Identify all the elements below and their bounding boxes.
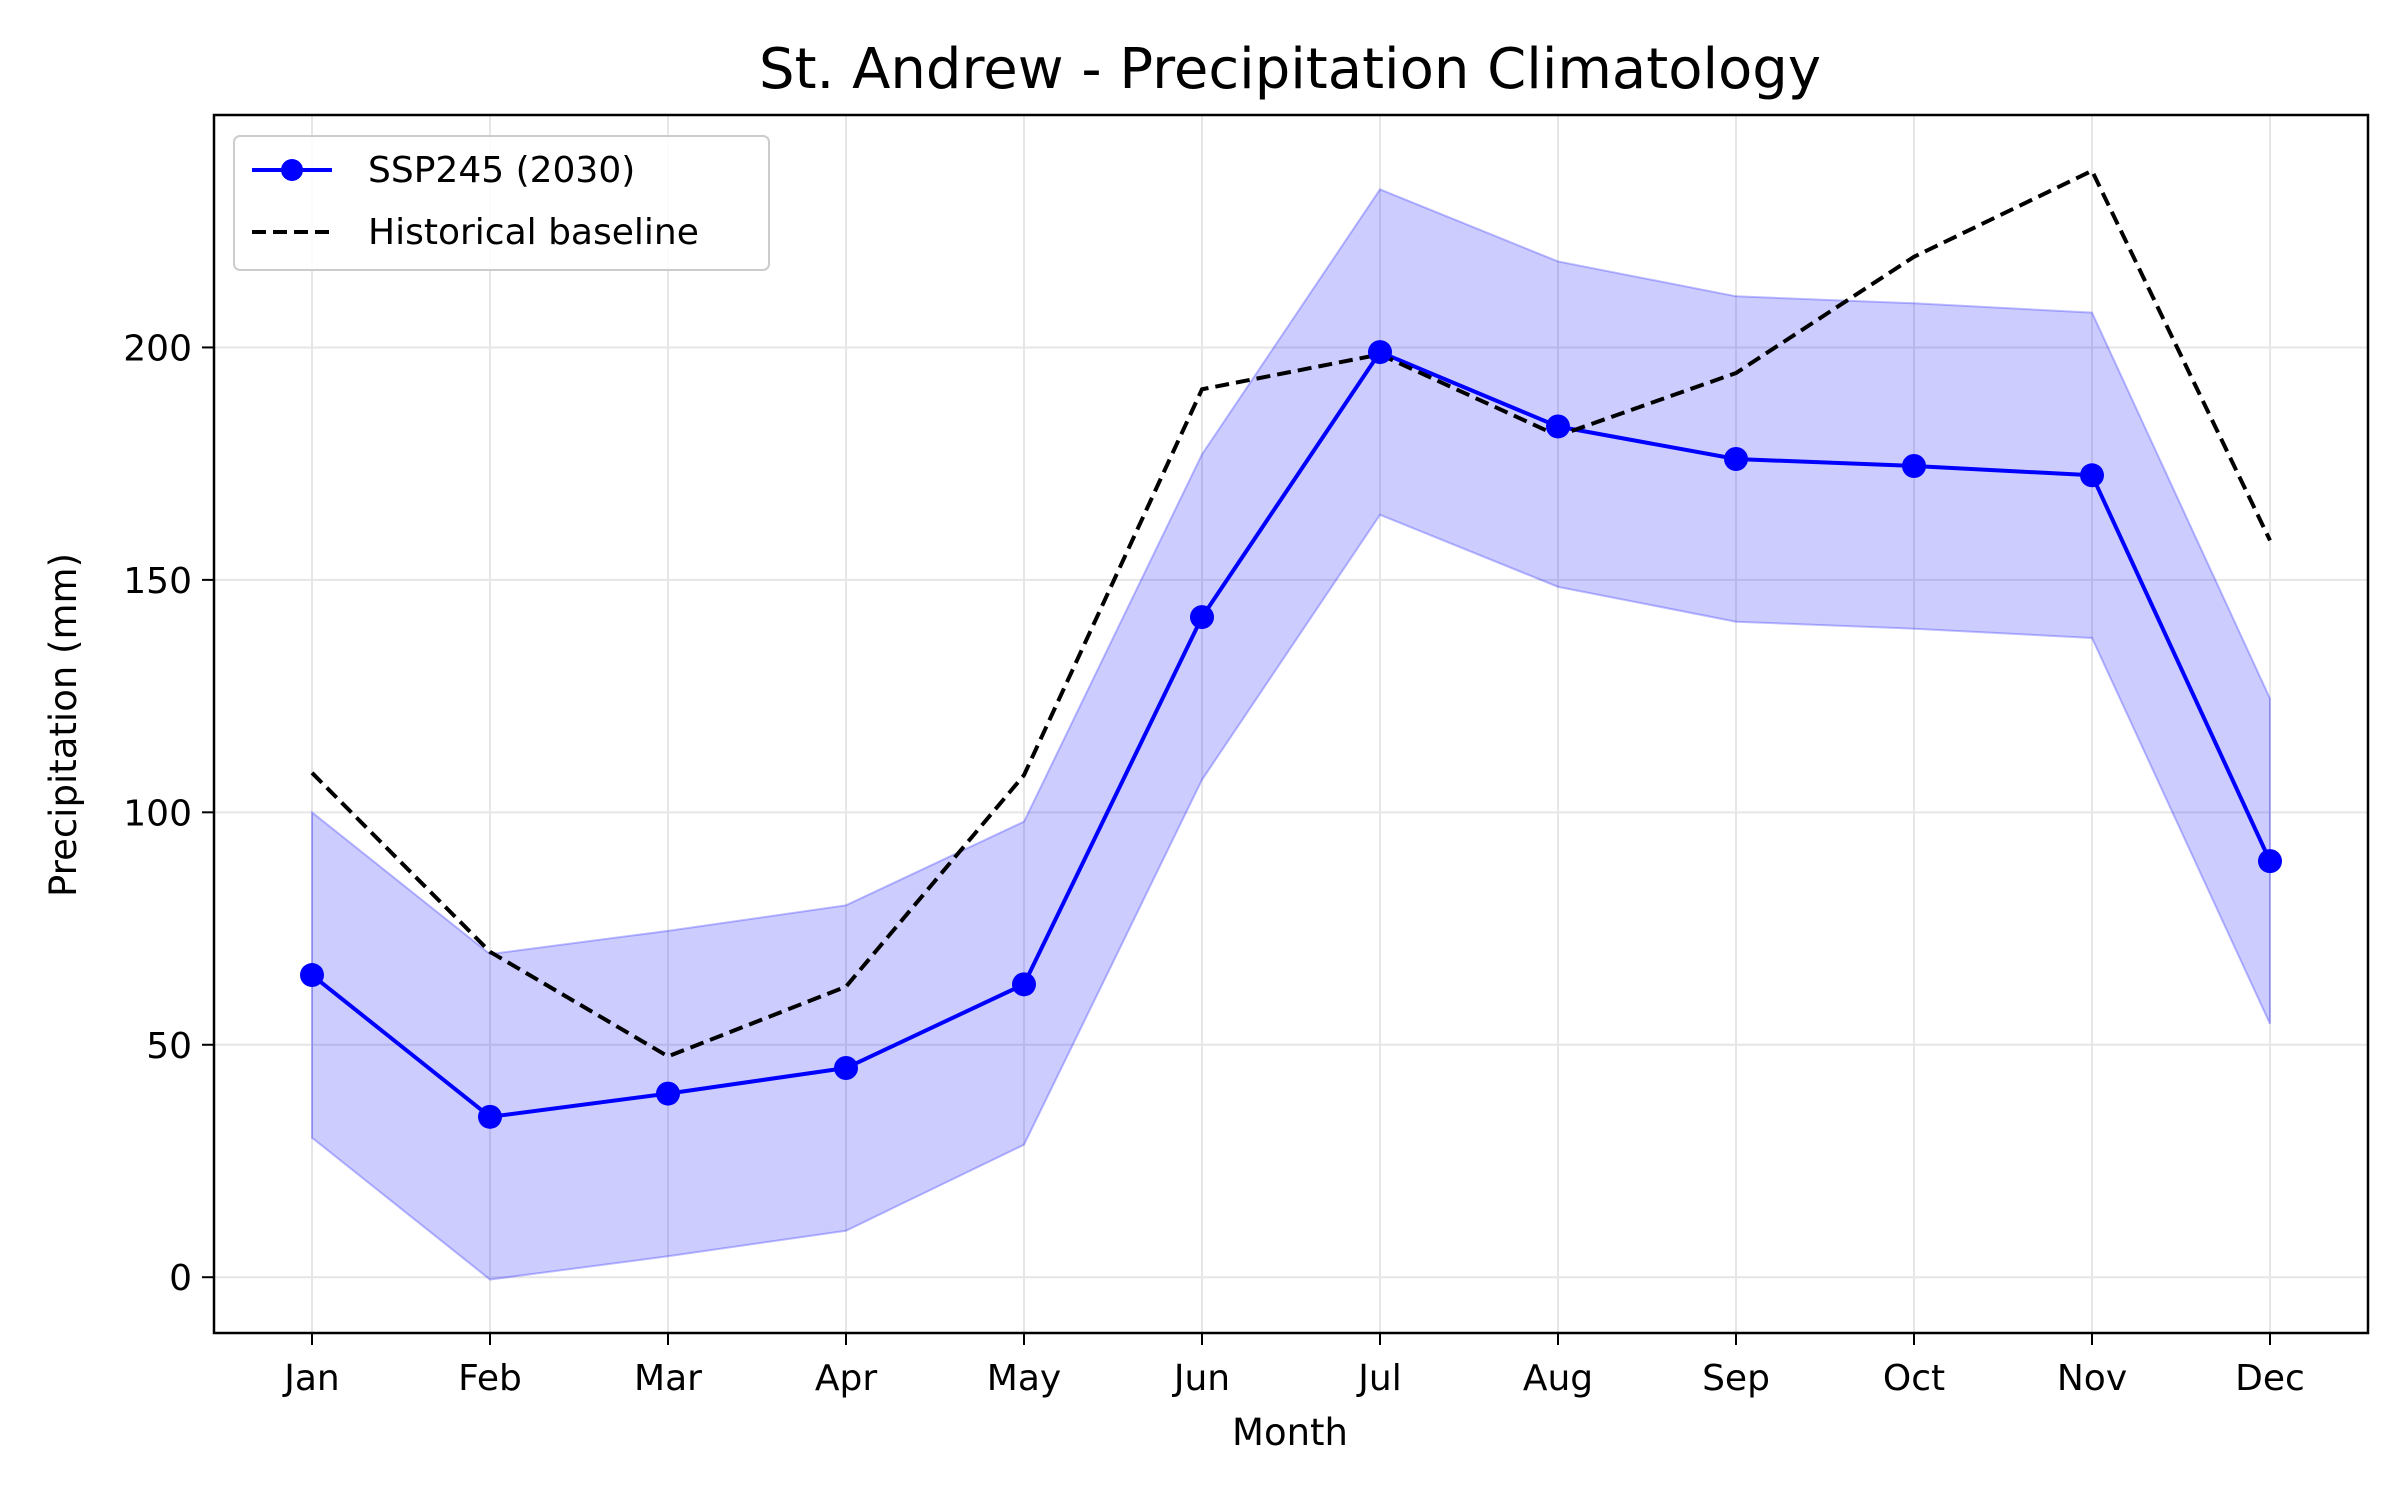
grid — [214, 115, 2368, 1333]
legend-label-historical: Historical baseline — [368, 212, 699, 253]
x-tick-label: Nov — [2057, 1358, 2127, 1399]
ssp245-point — [834, 1056, 858, 1081]
ssp245-point — [1368, 340, 1392, 365]
y-tick-label: 50 — [146, 1026, 192, 1067]
x-tick-label: Jun — [1172, 1358, 1230, 1399]
y-tick-label: 150 — [123, 561, 192, 602]
x-tick-label: May — [987, 1358, 1061, 1399]
y-axis-title: Precipitation (mm) — [42, 553, 85, 897]
y-tick-label: 200 — [123, 328, 192, 369]
plot-frame — [212, 113, 2370, 1335]
x-axis-title: Month — [1232, 1411, 1348, 1454]
x-axis-ticks: Jan Feb Mar Apr May Jun Jul Aug Sep Oct Nov Dec — [282, 1333, 2305, 1399]
x-tick-label: Feb — [458, 1358, 522, 1399]
ssp245-point — [2258, 849, 2282, 874]
uncertainty-band — [311, 188, 2271, 1281]
ssp245-point — [1724, 447, 1748, 472]
ssp245-point — [1190, 605, 1214, 630]
ssp245-point — [478, 1104, 502, 1129]
x-tick-label: Mar — [634, 1358, 702, 1399]
x-tick-label: Jul — [1356, 1358, 1401, 1399]
legend-marker-ssp245 — [281, 159, 303, 181]
ssp245-point — [2080, 463, 2104, 488]
y-axis-ticks: 0 50 100 150 200 — [123, 328, 214, 1299]
x-tick-label: Dec — [2235, 1358, 2305, 1399]
y-tick-label: 100 — [123, 793, 192, 834]
x-tick-label: Sep — [1702, 1358, 1770, 1399]
x-tick-label: Aug — [1523, 1358, 1593, 1399]
x-tick-label: Jan — [282, 1358, 340, 1399]
chart-title: St. Andrew - Precipitation Climatology — [759, 37, 1821, 102]
legend-label-ssp245: SSP245 (2030) — [368, 150, 635, 191]
y-tick-label: 0 — [169, 1258, 192, 1299]
series-line-historical — [310, 168, 2272, 1059]
series-line-ssp245 — [310, 350, 2272, 1119]
uncertainty-band-area — [311, 188, 2271, 1281]
ssp245-point — [1012, 972, 1036, 997]
x-tick-label: Apr — [815, 1358, 877, 1399]
ssp245-point — [300, 963, 324, 988]
x-tick-label: Oct — [1883, 1358, 1945, 1399]
legend: SSP245 (2030) Historical baseline — [233, 135, 770, 271]
ssp245-point — [1546, 414, 1570, 439]
ssp245-point — [1902, 453, 1926, 478]
series-group — [300, 168, 2282, 1129]
legend-box — [233, 135, 770, 271]
ssp245-point — [656, 1081, 680, 1106]
